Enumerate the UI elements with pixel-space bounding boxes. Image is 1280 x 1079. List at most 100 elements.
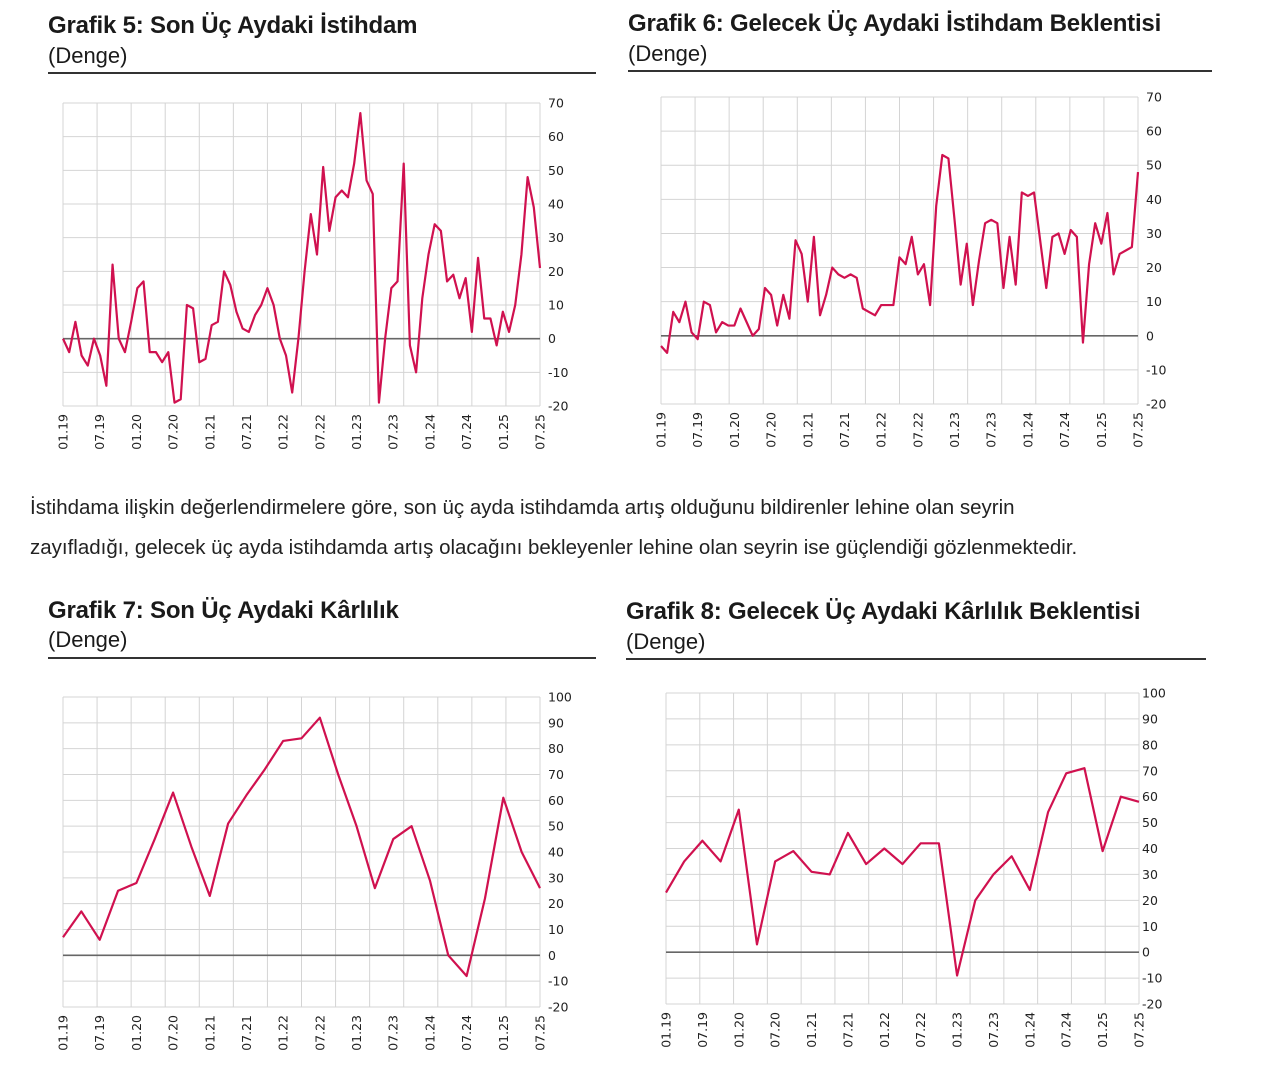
y-tick-label: 20 [1142, 893, 1158, 908]
x-tick-label: 07.25 [1131, 412, 1146, 448]
x-tick-label: 07.24 [459, 1015, 474, 1051]
x-tick-label: 01.19 [56, 414, 71, 450]
x-tick-label: 07.23 [984, 412, 999, 448]
y-tick-label: 20 [1146, 260, 1162, 275]
x-tick-label: 01.24 [422, 414, 437, 450]
y-tick-label: 10 [1146, 294, 1162, 309]
title-underline [626, 658, 1206, 660]
x-tick-label: 07.19 [92, 1015, 107, 1051]
y-tick-label: 10 [548, 922, 564, 937]
x-tick-label: 01.20 [129, 414, 144, 450]
x-tick-label: 07.22 [913, 1012, 928, 1048]
y-tick-label: 50 [1142, 815, 1158, 830]
y-tick-label: 80 [1142, 737, 1158, 752]
x-tick-label: 07.19 [92, 414, 107, 450]
y-tick-label: 60 [548, 793, 564, 808]
chart-panel-g6: Grafik 6: Gelecek Üç Aydaki İstihdam Bek… [628, 10, 1212, 460]
chart-title: Grafik 7: Son Üç Aydaki Kârlılık [48, 597, 399, 624]
y-tick-label: 0 [1142, 945, 1150, 960]
x-tick-label: 07.21 [239, 414, 254, 450]
y-tick-label: 10 [548, 298, 564, 313]
x-tick-label: 07.22 [910, 412, 925, 448]
x-tick-label: 07.25 [533, 1015, 548, 1051]
y-tick-label: 30 [548, 870, 564, 885]
x-tick-label: 01.20 [129, 1015, 144, 1051]
x-tick-label: 01.24 [1022, 1012, 1037, 1048]
x-tick-label: 07.24 [1057, 412, 1072, 448]
y-tick-label: 70 [1146, 90, 1162, 105]
chart-subtitle: (Denge) [628, 41, 708, 66]
y-tick-label: 30 [1146, 226, 1162, 241]
y-tick-label: 30 [1142, 867, 1158, 882]
y-tick-label: 90 [1142, 711, 1158, 726]
y-tick-label: 90 [548, 715, 564, 730]
x-tick-label: 07.23 [386, 1015, 401, 1051]
x-tick-label: 01.25 [496, 414, 511, 450]
title-underline [628, 70, 1212, 72]
x-tick-label: 07.21 [837, 412, 852, 448]
x-tick-label: 01.20 [727, 412, 742, 448]
y-tick-label: -20 [1142, 997, 1162, 1012]
x-tick-label: 07.22 [312, 414, 327, 450]
x-tick-label: 07.23 [986, 1012, 1001, 1048]
x-tick-label: 01.25 [496, 1015, 511, 1051]
y-tick-label: 40 [1146, 192, 1162, 207]
chart-title: Grafik 6: Gelecek Üç Aydaki İstihdam Bek… [628, 10, 1162, 37]
paragraph-line-1: İstihdama ilişkin değerlendirmelere göre… [30, 496, 1015, 519]
x-tick-label: 07.22 [312, 1015, 327, 1051]
y-tick-label: -10 [548, 974, 568, 989]
x-tick-label: 01.23 [349, 1015, 364, 1051]
x-tick-label: 07.21 [239, 1015, 254, 1051]
y-tick-label: 50 [548, 163, 564, 178]
x-tick-label: 01.19 [56, 1015, 71, 1051]
x-tick-label: 01.22 [276, 1015, 291, 1051]
y-tick-label: 50 [548, 819, 564, 834]
series-line [660, 153, 1140, 354]
x-tick-label: 01.19 [654, 412, 669, 448]
y-tick-label: -20 [548, 399, 568, 414]
x-tick-label: 01.19 [659, 1012, 674, 1048]
body-paragraph: İstihdama ilişkin değerlendirmelere göre… [30, 488, 1260, 568]
y-tick-label: -20 [1146, 397, 1166, 412]
chart-subtitle: (Denge) [48, 627, 128, 652]
y-tick-label: -10 [548, 365, 568, 380]
y-tick-label: 40 [548, 197, 564, 212]
x-tick-label: 07.23 [386, 414, 401, 450]
x-tick-label: 01.21 [202, 414, 217, 450]
x-tick-label: 07.20 [764, 412, 779, 448]
y-tick-label: 100 [548, 690, 572, 705]
x-tick-label: 01.24 [1020, 412, 1035, 448]
paragraph-line-2: zayıfladığı, gelecek üç ayda istihdamda … [30, 536, 1078, 559]
title-underline [48, 72, 596, 74]
title-underline [48, 657, 596, 659]
chart-title: Grafik 5: Son Üç Aydaki İstihdam [48, 12, 418, 39]
y-tick-label: -20 [548, 1000, 568, 1015]
y-tick-label: 60 [1142, 789, 1158, 804]
chart-panel-g8: Grafik 8: Gelecek Üç Aydaki Kârlılık Bek… [626, 596, 1206, 1066]
y-tick-label: -10 [1146, 362, 1166, 377]
y-tick-label: 20 [548, 896, 564, 911]
y-tick-label: 80 [548, 741, 564, 756]
y-tick-label: 60 [1146, 124, 1162, 139]
y-tick-label: 0 [548, 948, 556, 963]
y-tick-label: 20 [548, 264, 564, 279]
y-tick-label: 60 [548, 129, 564, 144]
x-tick-label: 07.19 [690, 412, 705, 448]
x-tick-label: 01.25 [1094, 412, 1109, 448]
y-tick-label: 30 [548, 230, 564, 245]
x-tick-label: 01.20 [731, 1012, 746, 1048]
x-tick-label: 01.23 [349, 414, 364, 450]
y-tick-label: 50 [1146, 158, 1162, 173]
x-tick-label: 07.20 [166, 1015, 181, 1051]
x-tick-label: 01.22 [877, 1012, 892, 1048]
series-line [665, 767, 1140, 977]
y-tick-label: 70 [548, 767, 564, 782]
y-tick-label: 70 [1142, 763, 1158, 778]
chart-g5: 70 60 50 40 30 20 10 0 -10 -20 01.19 07.19 01.20 07.2… [56, 96, 569, 450]
series-line [62, 111, 542, 404]
x-tick-label: 01.21 [804, 1012, 819, 1048]
y-tick-label: 40 [548, 845, 564, 860]
series-line [62, 716, 541, 978]
